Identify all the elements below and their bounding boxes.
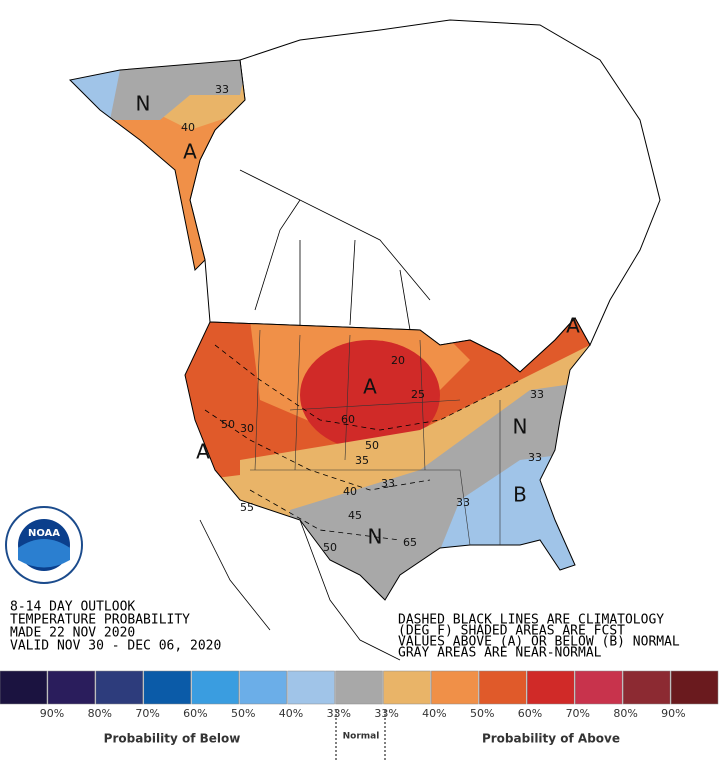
contour-label: 50 <box>365 439 379 452</box>
legend-swatch <box>479 670 527 705</box>
title-line: 8-14 DAY OUTLOOK <box>10 600 135 615</box>
canada <box>189 19 661 373</box>
legend-swatch <box>95 670 144 705</box>
normal-label: Normal <box>343 732 380 742</box>
contour-label: 45 <box>348 509 362 522</box>
legend-value: 60% <box>518 707 542 720</box>
contour-label: 55 <box>240 501 254 514</box>
zone-label: A <box>196 440 210 464</box>
mexico-coast <box>199 519 401 661</box>
logo-text: NOAA <box>28 528 60 539</box>
legend-value: 50% <box>470 707 494 720</box>
legend-value: 33% <box>374 707 398 720</box>
legend-swatch <box>574 670 623 705</box>
legend-value: 90% <box>40 707 64 720</box>
title-line: MADE 22 NOV 2020 <box>10 626 135 641</box>
legend-value: 80% <box>88 707 112 720</box>
legend-value: 90% <box>661 707 685 720</box>
legend-swatch <box>622 670 671 705</box>
zone-label: N <box>368 525 383 549</box>
legend-value: 80% <box>613 707 637 720</box>
conus-outline <box>184 317 591 601</box>
legend-value: 50% <box>231 707 255 720</box>
legend-value: 40% <box>422 707 446 720</box>
zone-label: A <box>183 140 197 164</box>
contour-label: 65 <box>403 536 417 549</box>
note-line: (DEG F) SHADED AREAS ARE FCST <box>398 624 625 639</box>
contour-label: 50 <box>221 418 235 431</box>
state-lines <box>250 329 501 546</box>
note-line: VALUES ABOVE (A) OR BELOW (B) NORMAL <box>398 635 680 650</box>
legend-swatch <box>47 670 96 705</box>
legend-swatch <box>143 670 191 705</box>
legend-value: 40% <box>279 707 303 720</box>
note-line: DASHED BLACK LINES ARE CLIMATOLOGY <box>398 613 664 628</box>
above-label: Probability of Above <box>482 732 620 746</box>
legend-swatch <box>287 670 335 705</box>
contour-label: 35 <box>355 454 369 467</box>
title-line: VALID NOV 30 - DEC 06, 2020 <box>10 639 221 654</box>
contour-label: 33 <box>215 83 229 96</box>
zone-label: A <box>566 314 580 338</box>
contour-label: 50 <box>323 541 337 554</box>
contour-label: 40 <box>181 121 195 134</box>
zone-label: N <box>136 92 151 116</box>
below-label: Probability of Below <box>104 732 241 746</box>
legend-swatch <box>527 670 575 705</box>
legend-swatch <box>0 670 48 705</box>
contour-label: 30 <box>240 422 254 435</box>
contour-label: 33 <box>456 496 470 509</box>
zone-label: B <box>513 483 527 507</box>
contour-label: 20 <box>391 354 405 367</box>
legend-value: 70% <box>566 707 590 720</box>
contour-label: 60 <box>341 413 355 426</box>
contour-label: 33 <box>381 477 395 490</box>
climatology-contours <box>204 344 521 541</box>
legend-value: 33% <box>327 707 351 720</box>
logo-wave <box>18 539 70 568</box>
legend-value: 60% <box>183 707 207 720</box>
alaska-outline <box>68 59 246 272</box>
legend-swatch <box>383 670 431 705</box>
note-line: GRAY AREAS ARE NEAR-NORMAL <box>398 646 602 661</box>
legend-value: 70% <box>135 707 159 720</box>
legend-swatch <box>239 670 287 705</box>
legend-swatch <box>670 670 719 705</box>
contour-label: 25 <box>411 388 425 401</box>
legend-swatch <box>335 670 383 705</box>
contour-label: 33 <box>528 451 542 464</box>
zone-label: A <box>363 375 377 399</box>
title-line: TEMPERATURE PROBABILITY <box>10 613 190 628</box>
province-lines <box>239 169 431 331</box>
legend-swatch <box>431 670 479 705</box>
contour-label: 33 <box>530 388 544 401</box>
legend-swatch <box>191 670 239 705</box>
contour-label: 40 <box>343 485 357 498</box>
zone-label: N <box>513 415 528 439</box>
